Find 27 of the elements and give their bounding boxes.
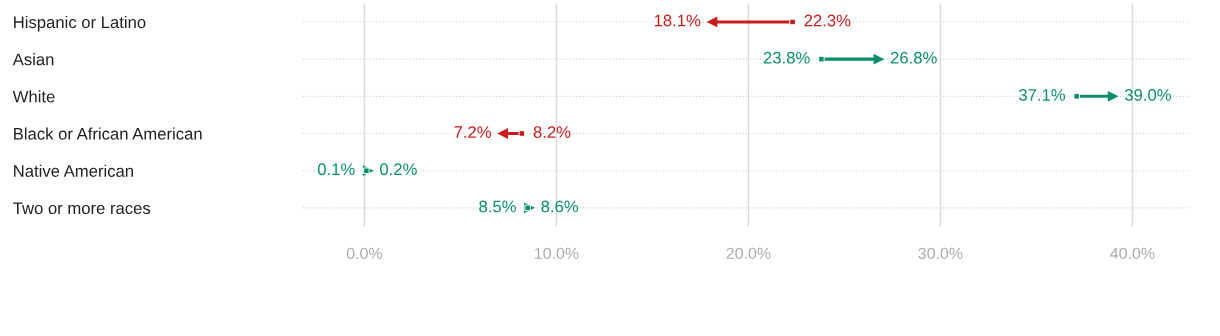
data-label: 39.0% bbox=[1124, 88, 1171, 101]
point bbox=[497, 128, 509, 139]
x-tick-label: 0.0% bbox=[346, 247, 383, 260]
point bbox=[706, 16, 718, 28]
data-label: 8.5% bbox=[479, 200, 516, 213]
point bbox=[873, 53, 885, 65]
data-label: 18.1% bbox=[654, 14, 701, 27]
y-tick-label: Native American bbox=[14, 164, 133, 177]
y-tick-label: Asian bbox=[12, 53, 54, 66]
data-label: 23.8% bbox=[763, 51, 810, 64]
data-label: 22.3% bbox=[804, 14, 851, 27]
point bbox=[1107, 90, 1119, 102]
data-label: 26.8% bbox=[890, 51, 937, 64]
data-label: 7.2% bbox=[454, 126, 491, 138]
data-label: 8.2% bbox=[533, 126, 571, 138]
x-tick-label: 30.0% bbox=[918, 247, 963, 260]
x-tick-label: 10.0% bbox=[535, 247, 579, 260]
x-tick-label: 40.0% bbox=[1110, 247, 1155, 260]
data-label: 8.6% bbox=[541, 200, 579, 213]
y-tick-label: Hispanic or Latino bbox=[14, 15, 146, 32]
data-label: 0.2% bbox=[380, 163, 417, 176]
data-label: 0.1% bbox=[317, 163, 355, 176]
x-tick-label: 20.0% bbox=[726, 247, 771, 260]
data-label: 37.1% bbox=[1018, 88, 1066, 101]
y-tick-label: Black or African American bbox=[14, 127, 202, 140]
y-tick-label: White bbox=[12, 90, 55, 103]
y-tick-label: Two or more races bbox=[13, 202, 151, 215]
